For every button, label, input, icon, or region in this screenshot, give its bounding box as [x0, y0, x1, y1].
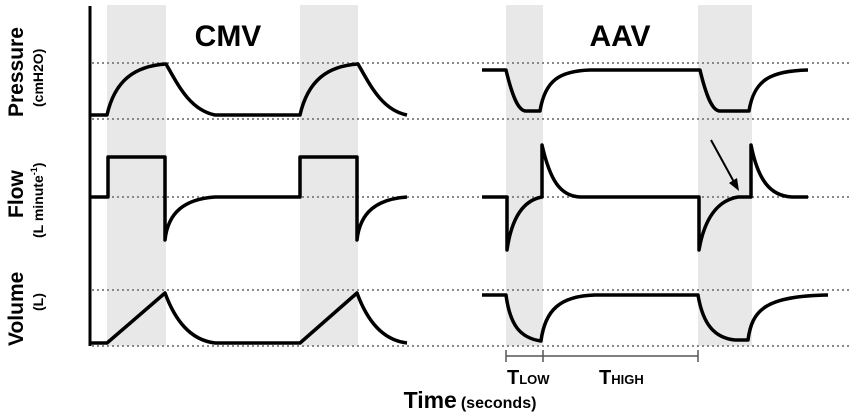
- aav-release-shade-2: [698, 5, 752, 346]
- aav-release-shade-1: [506, 5, 543, 346]
- cmv-inspiration-shade-1: [107, 5, 166, 346]
- cmv-volume-trace: [90, 291, 408, 345]
- flow-unit: (L minute-1): [29, 163, 46, 238]
- t-high-label: THIGH: [599, 367, 644, 389]
- t-low-label: TLOW: [507, 367, 550, 389]
- cmv-title: CMV: [195, 20, 262, 53]
- pressure-unit: (cmH2O): [30, 49, 46, 107]
- x-axis-label: Time (seconds): [404, 387, 537, 413]
- cmv-inspiration-shade-2: [300, 5, 358, 346]
- arrow-icon: [710, 139, 739, 191]
- aav-flow-trace: [482, 143, 808, 252]
- volume-unit: (L): [30, 293, 46, 311]
- aav-pressure-trace: [482, 68, 809, 113]
- aav-title: AAV: [589, 20, 650, 53]
- aav-volume-trace: [482, 293, 829, 343]
- cmv-flow-trace: [90, 155, 408, 242]
- volume-label: Volume: [5, 272, 28, 346]
- cmv-pressure-trace: [90, 62, 408, 117]
- time-brackets: [505, 350, 699, 362]
- flow-label: Flow: [5, 170, 28, 218]
- pressure-label: Pressure: [5, 27, 28, 117]
